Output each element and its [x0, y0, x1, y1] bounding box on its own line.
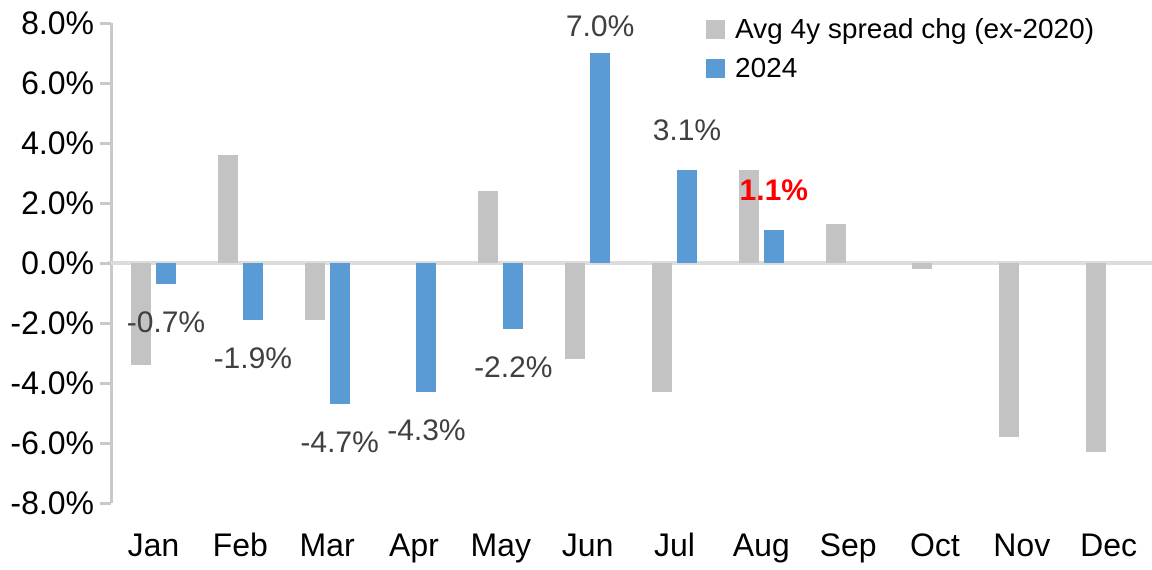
- bar-avg-spread-nov: [999, 263, 1020, 437]
- x-axis-label-oct: Oct: [910, 527, 960, 563]
- data-label-2024-mar: -4.7%: [300, 426, 379, 459]
- y-axis-tick-mark: [100, 81, 111, 85]
- y-axis-tick-mark: [100, 501, 111, 505]
- x-axis-label-jul: Jul: [653, 527, 695, 563]
- bar-2024-jan: [155, 263, 176, 284]
- bar-2024-jun: [590, 53, 611, 263]
- legend-label-2024: 2024: [735, 52, 798, 83]
- legend-swatch-avg-spread-icon: [706, 19, 725, 39]
- x-axis-label-jan: Jan: [127, 527, 180, 563]
- x-axis-label-feb: Feb: [212, 527, 268, 563]
- bar-2024-jul: [676, 170, 697, 263]
- y-axis-tick-mark: [100, 21, 111, 25]
- bar-avg-spread-sep: [825, 224, 846, 263]
- bar-2024-may: [503, 263, 524, 329]
- bar-avg-spread-may: [478, 191, 499, 263]
- y-axis-tick-label: 4.0%: [21, 125, 94, 161]
- x-axis-label-aug: Aug: [732, 527, 790, 563]
- y-axis-tick-label: 0.0%: [21, 245, 94, 281]
- x-axis-label-mar: Mar: [299, 527, 355, 563]
- bar-avg-spread-jul: [651, 263, 672, 392]
- data-label-2024-may: -2.2%: [474, 351, 553, 384]
- bar-avg-spread-dec: [1086, 263, 1107, 452]
- legend-item-2024: 2024: [706, 51, 1094, 85]
- data-label-2024-jun: 7.0%: [565, 10, 635, 43]
- data-label-2024-aug: 1.1%: [739, 174, 808, 207]
- legend-swatch-2024-icon: [706, 58, 725, 78]
- x-axis-label-apr: Apr: [389, 527, 439, 563]
- bar-avg-spread-oct: [912, 263, 933, 269]
- bar-2024-aug: [763, 230, 784, 263]
- x-axis-label-jun: Jun: [561, 527, 614, 563]
- zero-gridline: [108, 261, 1152, 265]
- y-axis-tick-mark: [100, 141, 111, 145]
- y-axis-tick-mark: [100, 261, 111, 265]
- y-axis-tick-label: 8.0%: [21, 5, 94, 41]
- legend-item-avg-spread: Avg 4y spread chg (ex-2020): [706, 12, 1094, 46]
- data-label-2024-feb: -1.9%: [213, 342, 292, 375]
- y-axis-tick-label: 6.0%: [21, 65, 94, 101]
- bar-2024-mar: [329, 263, 350, 404]
- bar-avg-spread-jun: [565, 263, 586, 359]
- bar-avg-spread-feb: [217, 155, 238, 263]
- y-axis-tick-label: 2.0%: [21, 185, 94, 221]
- y-axis-tick-label: -6.0%: [10, 425, 94, 461]
- y-axis-tick-mark: [100, 201, 111, 205]
- y-axis-tick-mark: [100, 381, 111, 385]
- x-axis-label-dec: Dec: [1080, 527, 1138, 563]
- y-axis-tick-mark: [100, 321, 111, 325]
- legend-label-avg-spread: Avg 4y spread chg (ex-2020): [735, 13, 1095, 44]
- y-axis-tick-label: -4.0%: [10, 365, 94, 401]
- bar-avg-spread-aug: [738, 170, 759, 263]
- bar-avg-spread-jan: [130, 263, 151, 365]
- legend: Avg 4y spread chg (ex-2020) 2024: [706, 12, 1094, 90]
- y-axis-tick-label: -8.0%: [10, 485, 94, 521]
- data-label-2024-jan: -0.7%: [126, 306, 206, 339]
- x-axis-label-sep: Sep: [819, 527, 877, 563]
- bar-avg-spread-mar: [304, 263, 325, 320]
- x-axis-label-may: May: [470, 527, 531, 563]
- data-label-2024-jul: 3.1%: [652, 114, 722, 147]
- y-axis-tick-mark: [100, 441, 111, 445]
- bar-2024-feb: [242, 263, 263, 320]
- y-axis-tick-label: -2.0%: [10, 305, 94, 341]
- x-axis-label-nov: Nov: [993, 527, 1051, 563]
- data-label-2024-apr: -4.3%: [387, 414, 466, 447]
- bar-2024-apr: [416, 263, 437, 392]
